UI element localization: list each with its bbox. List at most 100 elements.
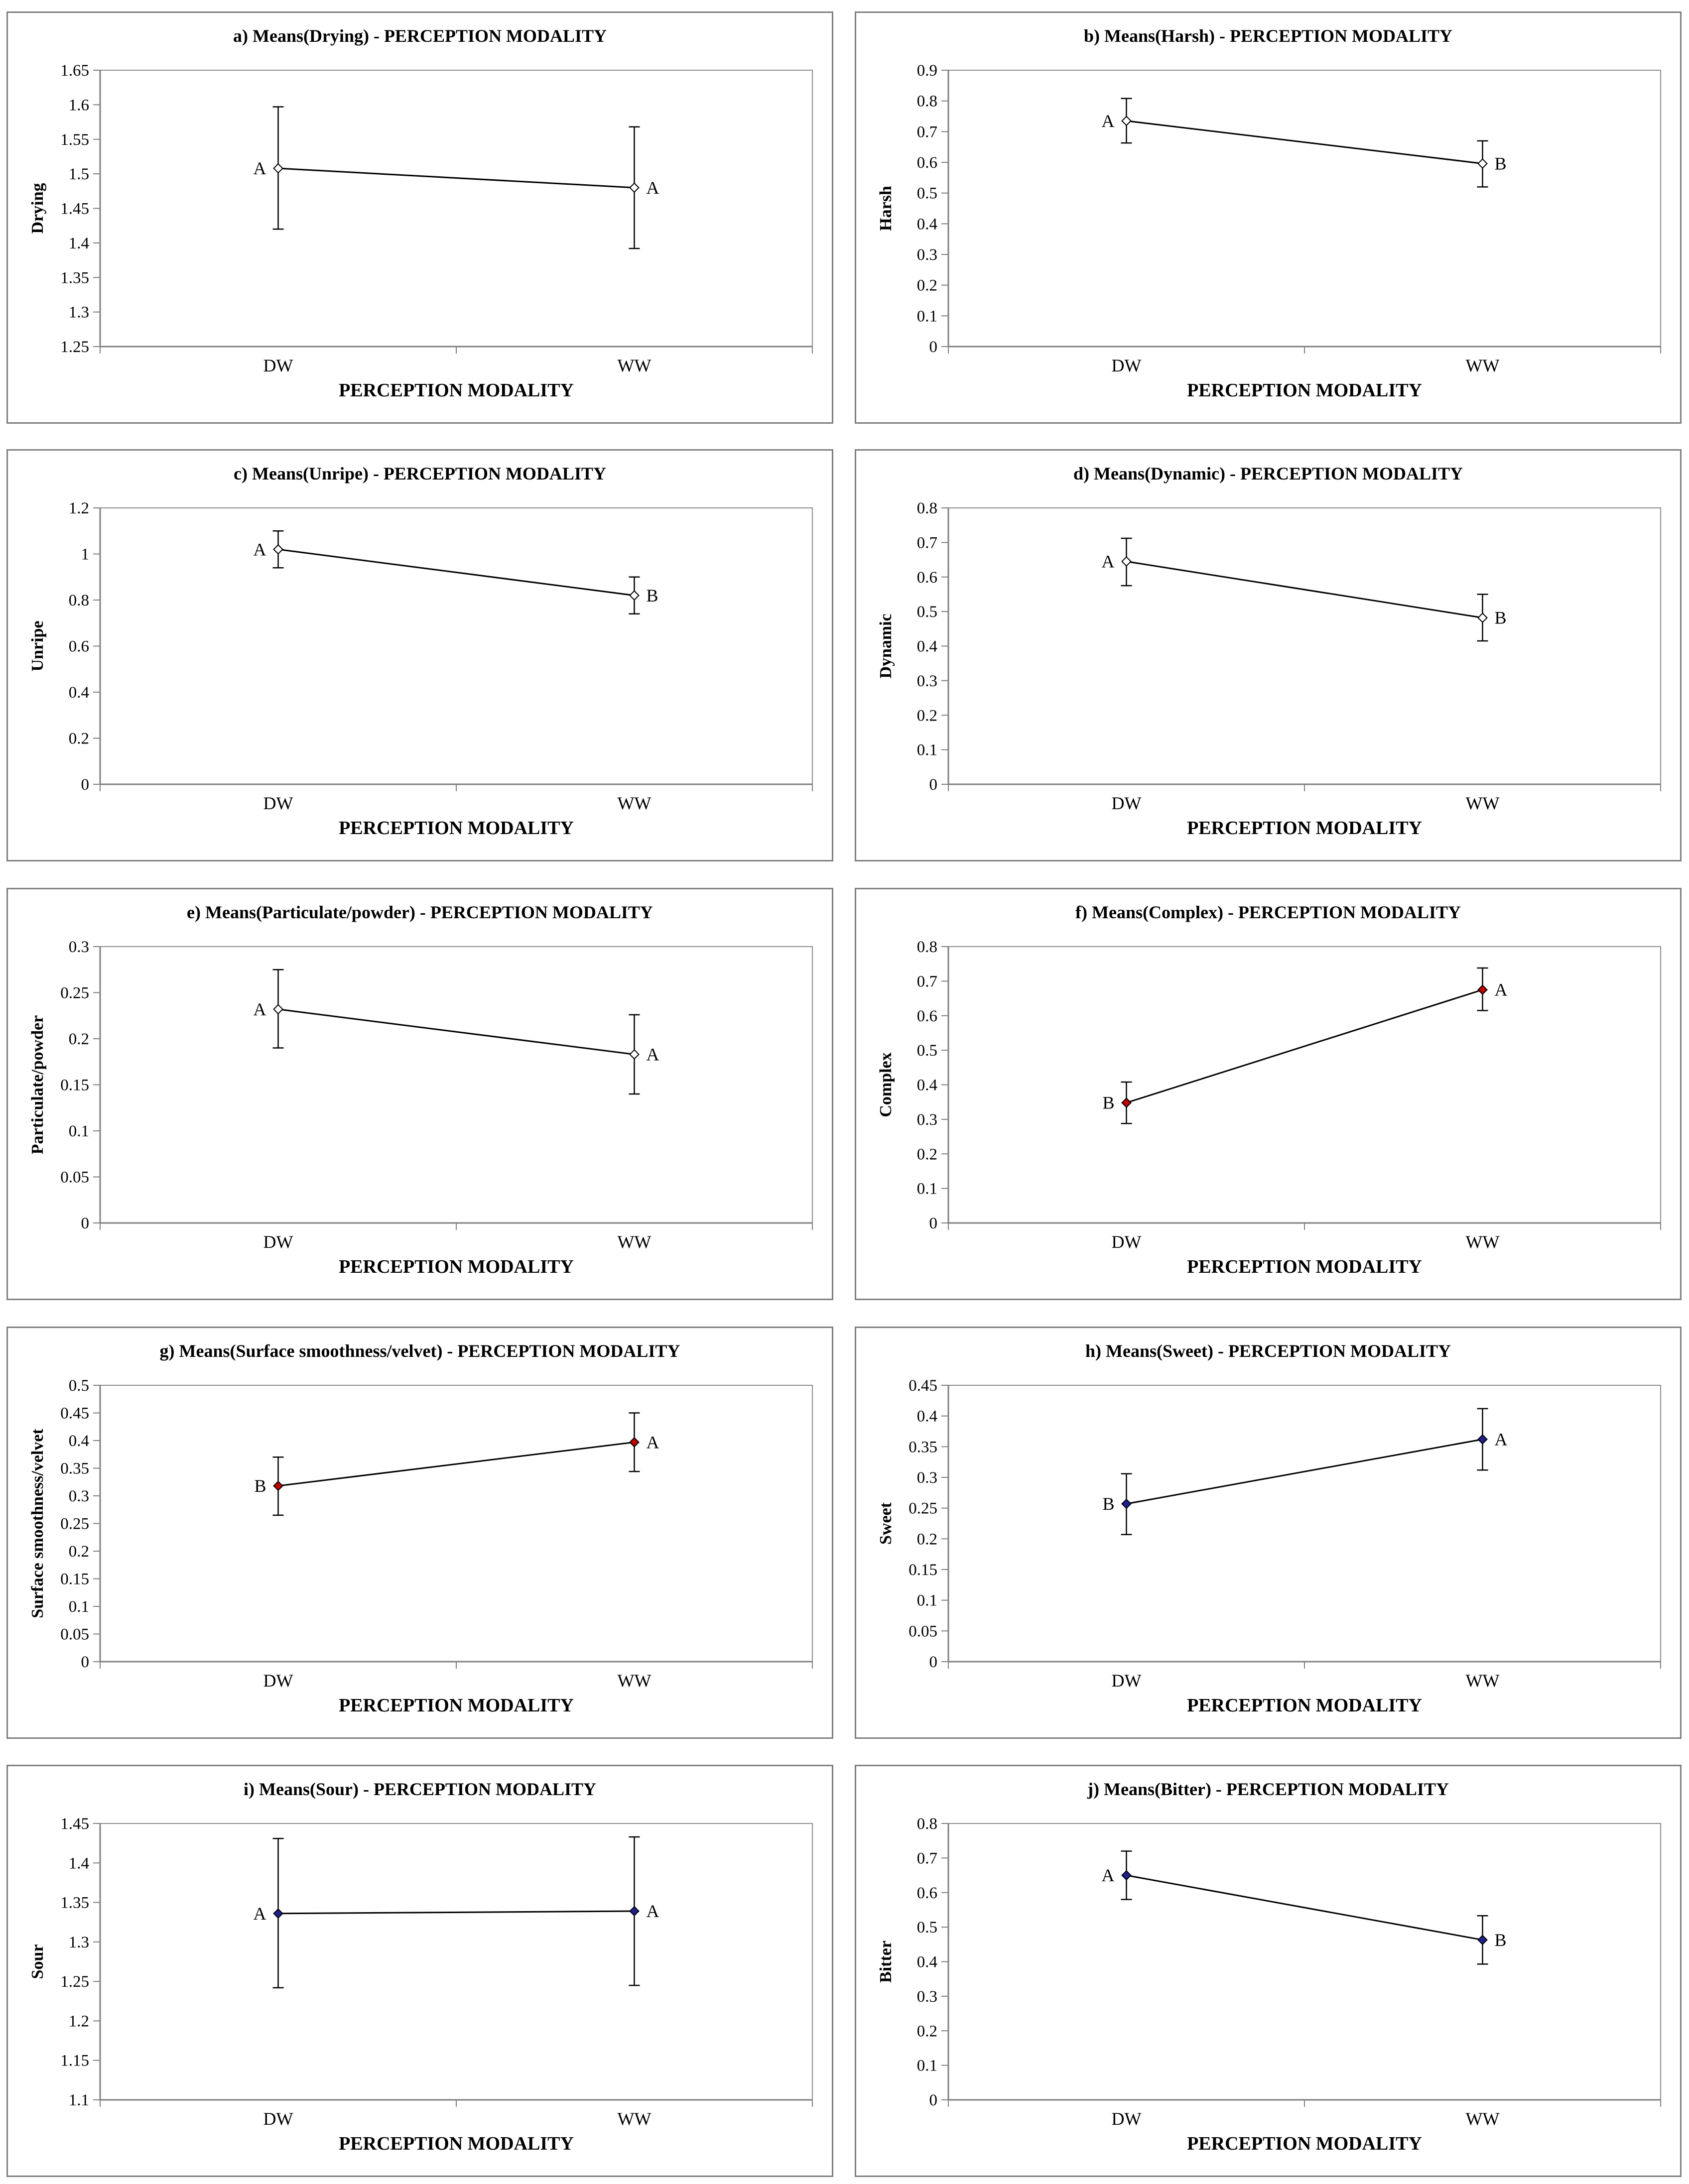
y-tick-label: 0.4 [917,215,937,233]
chart-title: j) Means(Bitter) - PERCEPTION MODALITY [1087,1779,1449,1799]
chart-svg: 0 0.1 0.2 0.3 0.4 0.5 0.6 0.7 0.8 DW WW d) Means(Dy… [877,464,1661,839]
group-letter-label: A [254,999,266,1019]
data-point-marker [1121,556,1132,567]
x-category-label: DW [263,793,293,813]
y-tick-label: 0.1 [917,1592,937,1610]
y-tick-label: 1.5 [69,165,89,183]
chart-panel-j: 0 0.1 0.2 0.3 0.4 0.5 0.6 0.7 0.8 DW WW j) Means(Bi… [855,1765,1682,2177]
chart-panel-h: 0 0.05 0.1 0.15 0.2 0.25 0.3 0.35 0.4 0.45 DW WW h) … [855,1327,1682,1739]
series-line [1126,1874,1483,1941]
x-category-label: WW [618,1671,651,1691]
x-category-label: DW [1112,1232,1142,1252]
series-line [278,167,635,189]
y-tick-label: 0.1 [917,1180,937,1198]
x-category-label: WW [1466,2109,1500,2129]
y-tick-label: 0.1 [917,2057,937,2075]
plot-area [100,946,813,1223]
y-tick-label: 1.15 [60,2052,89,2070]
y-tick-label: 0 [929,1214,938,1232]
x-axis-title: PERCEPTION MODALITY [339,2133,574,2154]
x-category-label: DW [1112,1671,1142,1691]
y-axis-title: Drying [28,183,47,234]
y-tick-label: 0.35 [60,1460,89,1478]
y-tick-label: 1.4 [69,235,89,252]
x-category-label: WW [1466,356,1500,375]
group-letter-label: A [254,1904,266,1924]
chart-panel-e: 0 0.05 0.1 0.15 0.2 0.25 0.3 DW WW e) Means(Parti… [6,888,833,1300]
chart-svg: 0 0.05 0.1 0.15 0.2 0.25 0.3 DW WW e) Means(Parti… [28,902,813,1277]
x-axis-title: PERCEPTION MODALITY [339,818,574,839]
y-tick-label: 0.4 [917,1953,937,1971]
group-letter-label: A [647,178,659,198]
x-category-label: WW [618,1232,651,1252]
y-axis-title: Particulate/powder [28,1015,47,1155]
y-tick-label: 0.5 [917,603,937,621]
y-tick-label: 0.4 [917,638,937,656]
chart-svg: 0 0.1 0.2 0.3 0.4 0.5 0.6 0.7 0.8 DW WW j) Means(Bi… [877,1779,1661,2154]
y-tick-label: 0.2 [69,1030,89,1048]
data-point-marker [1121,1097,1132,1108]
group-letter-label: B [254,1476,266,1496]
y-tick-label: 0.8 [917,1815,937,1833]
data-point-marker [273,544,283,555]
chart-title: a) Means(Drying) - PERCEPTION MODALITY [233,26,607,46]
data-point-marker [1121,1498,1132,1509]
data-point-marker [629,1049,640,1060]
x-category-label: WW [1466,1232,1500,1252]
y-tick-label: 1.2 [69,499,89,517]
series-line [1126,989,1483,1104]
data-point-marker [1121,1870,1132,1881]
y-tick-label: 0 [929,776,938,794]
chart-svg: 0 0.2 0.4 0.6 0.8 1 1.2 DW WW c) Means(Unripe) - … [28,464,813,839]
series-line [1126,1439,1483,1505]
group-letter-label: B [1495,608,1507,628]
y-tick-label: 0.4 [69,684,89,702]
y-tick-label: 1.35 [60,1894,89,1912]
group-letter-label: A [1495,980,1508,1000]
x-axis-title: PERCEPTION MODALITY [1187,380,1422,401]
chart-panel-c: 0 0.2 0.4 0.6 0.8 1 1.2 DW WW c) Means(Unripe) - … [6,449,833,861]
series-line [278,1441,635,1487]
data-point-marker [629,182,640,193]
chart-title: d) Means(Dynamic) - PERCEPTION MODALITY [1073,464,1463,484]
group-letter-label: A [1495,1430,1508,1450]
chart-panel-i: 1.1 1.15 1.2 1.25 1.3 1.35 1.4 1.45 DW WW i) Means… [6,1765,833,2177]
y-tick-label: 1.2 [69,2012,89,2030]
y-axis-title: Unripe [28,621,47,672]
x-category-label: WW [618,793,651,813]
y-tick-label: 0.45 [60,1405,89,1423]
data-point-marker [1477,158,1488,169]
y-tick-label: 0.7 [917,534,937,552]
y-tick-label: 0.15 [60,1571,89,1588]
data-point-marker [273,163,283,174]
y-tick-label: 0.35 [909,1438,937,1456]
y-tick-label: 1.1 [69,2091,89,2109]
x-category-label: DW [1112,356,1142,375]
x-axis-title: PERCEPTION MODALITY [339,1695,574,1716]
chart-title: h) Means(Sweet) - PERCEPTION MODALITY [1085,1341,1451,1361]
group-letter-label: A [647,1044,659,1064]
x-category-label: DW [263,2109,293,2129]
chart-title: c) Means(Unripe) - PERCEPTION MODALITY [234,464,606,484]
x-axis-title: PERCEPTION MODALITY [1187,818,1422,839]
y-tick-label: 0.5 [917,185,937,203]
y-tick-label: 0.05 [60,1626,89,1644]
y-tick-label: 0 [929,338,938,356]
y-tick-label: 1.3 [69,304,89,322]
y-tick-label: 0 [81,1653,90,1671]
y-tick-label: 0.8 [69,592,89,609]
group-letter-label: A [647,1432,659,1452]
y-tick-label: 0.25 [60,984,89,1002]
group-letter-label: B [1102,1093,1114,1113]
y-tick-label: 0.3 [917,1988,937,2006]
y-tick-label: 0 [929,1653,938,1671]
y-tick-label: 0.3 [917,1469,937,1487]
data-point-marker [1121,116,1132,126]
y-tick-label: 0.3 [69,1487,89,1505]
chart-panel-a: 1.25 1.3 1.35 1.4 1.45 1.5 1.55 1.6 1.65 DW WW a) M… [6,11,833,424]
chart-title: f) Means(Complex) - PERCEPTION MODALITY [1075,902,1461,922]
data-point-marker [629,590,640,601]
y-axis-title: Complex [877,1052,895,1117]
group-letter-label: B [647,586,658,606]
plot-area [948,946,1661,1223]
